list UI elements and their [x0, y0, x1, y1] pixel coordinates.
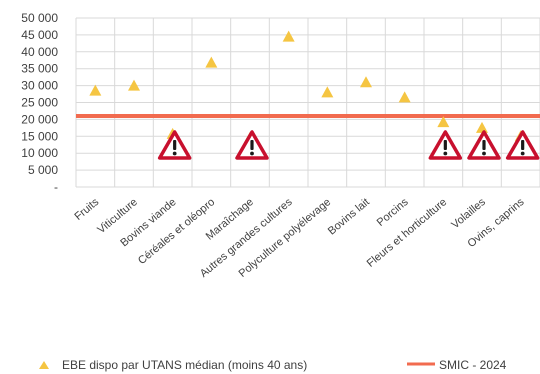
warning-exclamation-bar	[482, 140, 486, 150]
data-point-9	[437, 116, 450, 128]
y-tick-label-0: -	[54, 180, 58, 194]
y-tick-label-2: 10 000	[21, 146, 58, 160]
warning-exclamation-dot	[443, 151, 448, 156]
warning-exclamation-bar	[443, 140, 447, 150]
data-point-6	[321, 86, 334, 98]
warning-icon	[505, 130, 540, 160]
warning-exclamation-dot	[250, 151, 254, 156]
data-point-10	[476, 121, 488, 133]
legend-label-series: EBE dispo par UTANS médian (moins 40 ans…	[62, 358, 307, 372]
y-tick-label-4: 20 000	[21, 112, 58, 126]
y-tick-label-6: 30 000	[21, 79, 58, 93]
y-tick-label-5: 25 000	[21, 96, 58, 110]
y-tick-label-10: 50 000	[21, 11, 58, 25]
y-tick-label-9: 45 000	[21, 28, 58, 42]
warning-exclamation-dot	[172, 151, 177, 156]
x-tick-label-0: Fruits	[72, 196, 101, 223]
warning-exclamation-bar	[250, 140, 254, 150]
y-tick-label-3: 15 000	[21, 129, 58, 143]
data-point-5	[282, 30, 295, 42]
x-tick-label-8: Porcins	[375, 196, 411, 229]
x-tick-label-7: Bovins lait	[326, 196, 372, 237]
warning-exclamation-bar	[521, 140, 525, 150]
y-tick-label-8: 40 000	[21, 45, 58, 59]
warning-exclamation-dot	[482, 151, 486, 156]
legend: EBE dispo par UTANS médian (moins 40 ans…	[39, 358, 507, 372]
data-point-3	[205, 56, 218, 68]
y-axis-ticks: - 5 000 10 000 15 000 20 000 25 000 30 000 35 0…	[21, 11, 58, 194]
gridlines	[75, 17, 540, 188]
data-point-0	[89, 84, 102, 96]
y-tick-label-1: 5 000	[28, 163, 58, 177]
warning-icon	[428, 130, 463, 160]
warning-icon	[157, 130, 192, 160]
legend-triangle-marker	[39, 361, 49, 369]
warning-icon	[467, 130, 501, 160]
warning-icon	[235, 130, 269, 160]
warning-icons	[157, 130, 540, 160]
y-tick-label-7: 35 000	[21, 62, 58, 76]
warning-exclamation-dot	[520, 151, 525, 156]
warning-exclamation-bar	[173, 140, 177, 150]
data-point-8	[398, 91, 411, 103]
data-point-1	[128, 79, 140, 91]
data-point-7	[360, 76, 372, 88]
legend-label-smic: SMIC - 2024	[439, 358, 507, 372]
